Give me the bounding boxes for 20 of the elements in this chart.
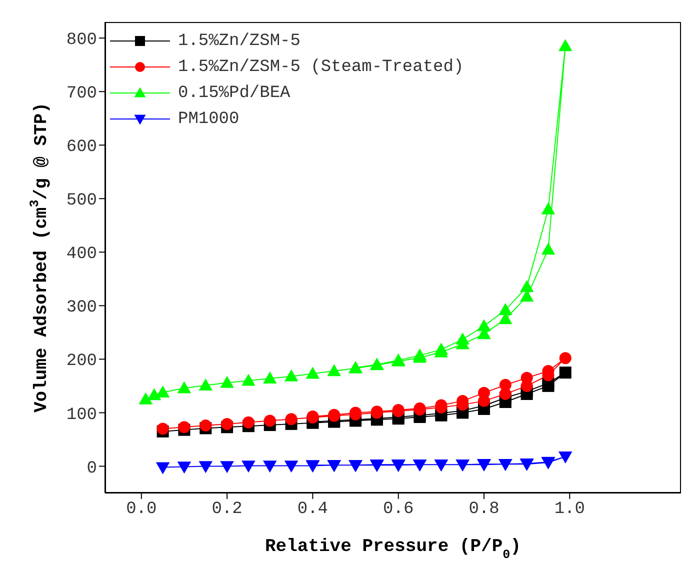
y-tick-label: 500 [66,192,97,211]
y-tick-label: 200 [66,352,97,372]
x-tick-label: 0.6 [383,500,414,520]
x-tick-label: 1.0 [554,500,585,520]
y-tick-label: 300 [66,298,97,318]
legend-label: 1.5%Zn/ZSM-5 (Steam-Treated) [178,58,464,76]
x-tick-label: 0.8 [468,500,500,520]
legend-label: 1.5%Zn/ZSM-5 [178,32,300,50]
x-tick-label: 0.0 [126,500,157,520]
y-tick-label: 0 [86,459,97,478]
x-tick-label: 0.4 [297,500,328,520]
y-tick-label: 100 [66,406,97,425]
y-tick-label: 400 [66,245,97,264]
x-axis-title: Relative Pressure (P/P$_{0}$) [264,537,522,562]
y-tick-label: 800 [66,31,97,50]
legend-label: PM1000 [178,110,240,128]
legend-label: 0.15%Pd/BEA [178,84,290,102]
x-tick-label: 0.2 [212,500,242,520]
y-tick-label: 700 [66,84,97,104]
y-tick-label: 600 [66,138,97,158]
